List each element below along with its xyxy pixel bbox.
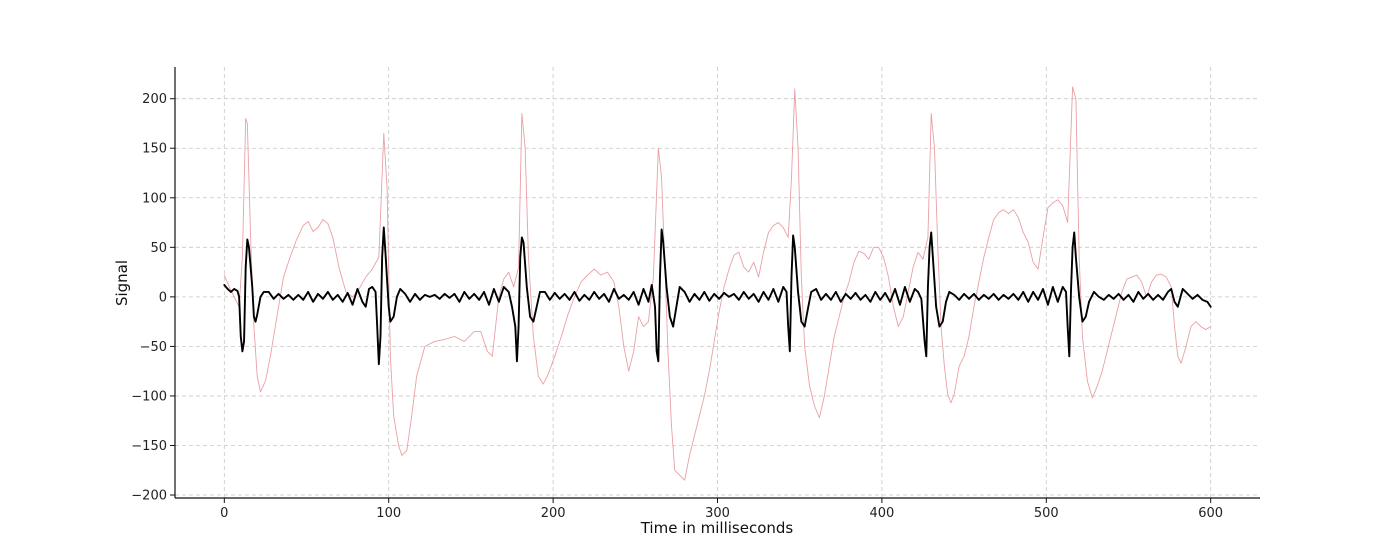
x-tick-label: 400 bbox=[869, 506, 894, 521]
x-tick-label: 600 bbox=[1198, 506, 1223, 521]
x-tick-label: 300 bbox=[705, 506, 730, 521]
x-ticks: 0 100 200 300 400 500 600 bbox=[220, 498, 1223, 521]
x-tick-label: 200 bbox=[541, 506, 566, 521]
chart-grid bbox=[175, 67, 1260, 498]
chart-series bbox=[223, 86, 1212, 481]
y-tick-label: 0 bbox=[159, 290, 167, 305]
series-line-light-red bbox=[223, 86, 1212, 481]
y-tick-label: −100 bbox=[131, 389, 167, 404]
x-axis-label: Time in milliseconds bbox=[640, 519, 794, 537]
y-axis-label: Signal bbox=[113, 260, 131, 306]
series-line-black bbox=[223, 226, 1212, 366]
x-tick-label: 500 bbox=[1034, 506, 1059, 521]
y-tick-label: −200 bbox=[131, 489, 167, 504]
y-tick-label: 50 bbox=[150, 241, 167, 256]
y-ticks: 200 150 100 50 0 −50 −100 −150 −200 bbox=[131, 92, 175, 504]
y-tick-label: −150 bbox=[131, 439, 167, 454]
y-tick-label: −50 bbox=[140, 340, 167, 355]
y-tick-label: 200 bbox=[142, 92, 167, 107]
y-tick-label: 150 bbox=[142, 142, 167, 157]
x-tick-label: 100 bbox=[376, 506, 401, 521]
y-tick-label: 100 bbox=[142, 191, 167, 206]
x-tick-label: 0 bbox=[220, 506, 228, 521]
